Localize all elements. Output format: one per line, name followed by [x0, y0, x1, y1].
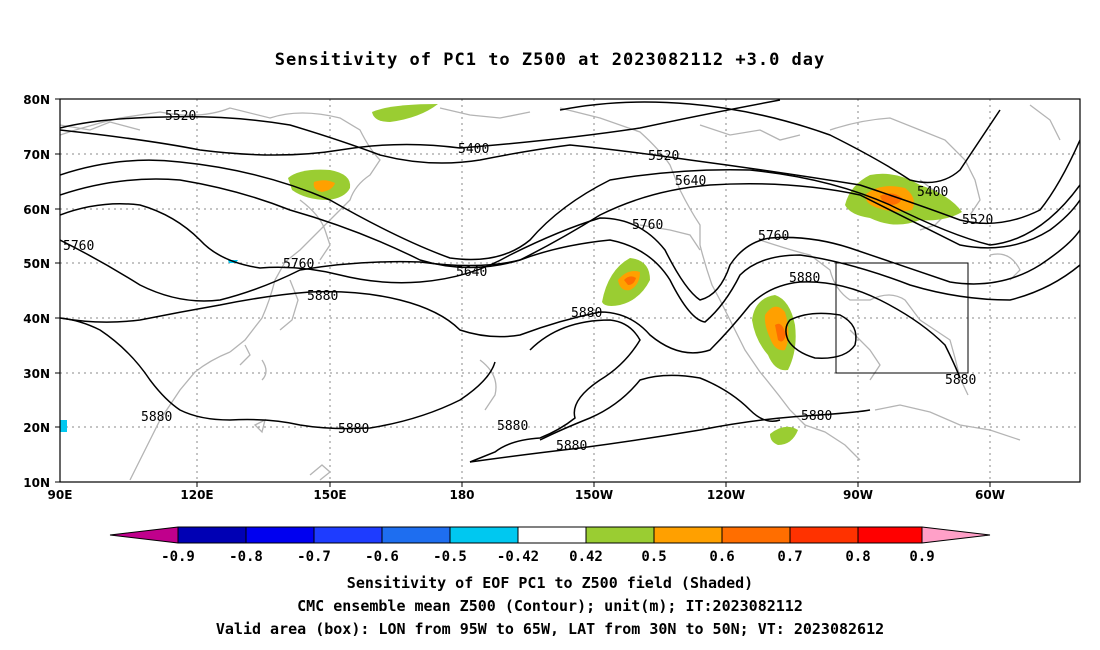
colorbar-label: -0.6	[365, 549, 399, 565]
contour-5520-north	[60, 115, 1080, 225]
contour-labels: 5520 5400 5520 5640 5400 5520 5760 5760 …	[63, 109, 993, 454]
shaded-region-mexico-inner	[775, 323, 786, 342]
caption-shading: Sensitivity of EOF PC1 to Z500 field (Sh…	[346, 574, 754, 592]
shaded-region-gulf-alaska-inner	[624, 276, 636, 285]
lon-tick-label: 90W	[843, 488, 873, 502]
sensitivity-shading	[60, 104, 962, 445]
contour-label: 5520	[165, 109, 196, 124]
contour-label: 5400	[917, 185, 948, 200]
contour-label: 5760	[632, 218, 663, 233]
colorbar-label: -0.8	[229, 549, 263, 565]
caption-valid-area: Valid area (box): LON from 95W to 65W, L…	[215, 620, 885, 638]
contour-5880-b	[469, 319, 641, 463]
contour-label: 5880	[497, 419, 528, 434]
colorbar-cell	[790, 527, 858, 543]
contour-5400-loop	[559, 101, 1001, 184]
contour-label: 5880	[556, 439, 587, 454]
lat-tick-label: 60N	[23, 203, 50, 217]
contour-5640	[60, 178, 1080, 269]
lat-tick-label: 70N	[23, 148, 50, 162]
colorbar: -0.9 -0.8 -0.7 -0.6 -0.5 -0.42 0.42 0.5 …	[109, 526, 991, 565]
colorbar-cell	[518, 527, 586, 543]
caption-contour: CMC ensemble mean Z500 (Contour); unit(m…	[297, 597, 803, 615]
lon-tick-label: 180	[449, 488, 474, 502]
contour-5880-d	[469, 409, 871, 463]
map-title: Sensitivity of PC1 to Z500 at 2023082112…	[274, 50, 826, 70]
contour-label: 5880	[338, 422, 369, 437]
latitude-axis: 80N 70N 60N 50N 40N 30N 20N 10N	[23, 93, 60, 490]
contour-label: 5400	[458, 142, 489, 157]
colorbar-cell	[858, 527, 922, 543]
contour-5760-b	[60, 239, 1080, 323]
gridlines	[60, 99, 1080, 482]
coastlines	[60, 104, 1061, 481]
colorbar-cell	[110, 527, 178, 543]
contour-label: 5880	[801, 409, 832, 424]
lon-tick-label: 90E	[48, 488, 73, 502]
lon-tick-label: 120E	[180, 488, 213, 502]
contour-label: 5880	[789, 271, 820, 286]
colorbar-label: 0.8	[845, 549, 870, 565]
colorbar-cell	[382, 527, 450, 543]
colorbar-label: -0.7	[297, 549, 331, 565]
contour-5760-west	[60, 203, 1080, 301]
shaded-region-north-pacific-top	[372, 104, 438, 122]
contour-label: 5880	[141, 410, 172, 425]
contour-label: 5760	[283, 257, 314, 272]
colorbar-cell	[178, 527, 246, 543]
colorbar-label: -0.9	[161, 549, 195, 565]
contour-5400-south	[60, 99, 781, 156]
colorbar-cell	[314, 527, 382, 543]
colorbar-cell	[654, 527, 722, 543]
colorbar-cell	[922, 527, 990, 543]
contour-label: 5760	[758, 229, 789, 244]
colorbar-cell	[722, 527, 790, 543]
shaded-region-hudson-bay-inner	[880, 193, 902, 205]
colorbar-cell	[450, 527, 518, 543]
contour-label: 5880	[945, 373, 976, 388]
shaded-region-kamchatka-core	[313, 180, 335, 192]
lon-tick-label: 120W	[707, 488, 745, 502]
colorbar-label: 0.7	[777, 549, 802, 565]
lat-tick-label: 40N	[23, 312, 50, 326]
contour-label: 5520	[648, 149, 679, 164]
map-plot-area	[60, 99, 1080, 482]
valid-area-box	[835, 262, 969, 374]
contour-label: 5640	[675, 174, 706, 189]
contour-label: 5640	[456, 265, 487, 280]
colorbar-cell	[246, 527, 314, 543]
contour-label: 5880	[307, 289, 338, 304]
lat-tick-label: 50N	[23, 257, 50, 271]
colorbar-label: 0.5	[641, 549, 666, 565]
lon-tick-label: 60W	[975, 488, 1005, 502]
lon-tick-label: 150E	[313, 488, 346, 502]
contour-5880-e	[539, 374, 781, 441]
contour-label: 5760	[63, 239, 94, 254]
lat-tick-label: 20N	[23, 421, 50, 435]
colorbar-label: 0.9	[909, 549, 934, 565]
longitude-axis: 90E 120E 150E 180 150W 120W 90W 60W	[48, 482, 1005, 502]
colorbar-label: -0.5	[433, 549, 467, 565]
contour-5880-c	[60, 317, 496, 430]
z500-contours	[60, 99, 1080, 463]
contour-label: 5880	[571, 306, 602, 321]
contour-5880-a	[60, 281, 961, 379]
contour-label: 5520	[962, 213, 993, 228]
lon-tick-label: 150W	[575, 488, 613, 502]
shaded-region-central-america	[770, 426, 798, 445]
lat-tick-label: 80N	[23, 93, 50, 107]
colorbar-cell	[586, 527, 654, 543]
colorbar-label: 0.42	[569, 549, 603, 565]
lat-tick-label: 30N	[23, 367, 50, 381]
map-frame	[59, 98, 1081, 483]
lat-tick-label: 10N	[23, 476, 50, 490]
contour-5880-loop	[785, 312, 857, 359]
colorbar-label: 0.6	[709, 549, 734, 565]
shaded-region-negative-left	[60, 420, 67, 432]
colorbar-label: -0.42	[497, 549, 539, 565]
contour-5640-b	[60, 159, 1080, 261]
